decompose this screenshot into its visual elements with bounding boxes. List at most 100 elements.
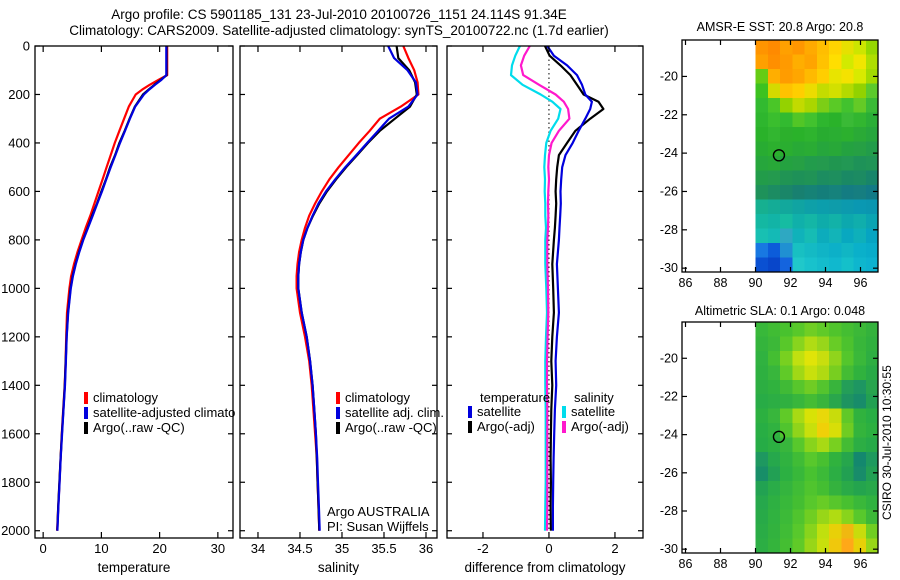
legend-swatch — [336, 391, 340, 404]
svg-text:400: 400 — [8, 135, 30, 150]
temperature-series — [56, 46, 168, 531]
legend-entry: Argo(..raw -QC) — [336, 420, 444, 435]
sla-map-title: Altimetric SLA: 0.1 Argo: 0.048 — [694, 304, 866, 318]
svg-text:88: 88 — [714, 557, 728, 571]
svg-text:0: 0 — [23, 39, 30, 54]
svg-text:-24: -24 — [660, 428, 678, 442]
legend-swatch — [336, 406, 340, 419]
sla-map: 86 88 90 92 94 96 -20 -22 -24 -26 -28 -30 — [660, 321, 879, 571]
svg-text:1200: 1200 — [1, 329, 30, 344]
svg-text:-28: -28 — [660, 223, 678, 237]
salinity-legend: climatology satellite adj. clim. Argo(..ra… — [336, 390, 444, 435]
legend-entry: Argo(-adj) — [562, 419, 629, 434]
difference-plot: -2 0 2 — [446, 45, 644, 556]
legend-entry: satellite adj. clim. — [336, 405, 444, 420]
temperature-series — [56, 46, 169, 531]
salinity-plot: 34 34.5 35 35.5 36 — [239, 45, 438, 556]
svg-text:-20: -20 — [660, 351, 678, 365]
svg-text:30: 30 — [211, 541, 225, 556]
svg-text:-2: -2 — [477, 541, 489, 556]
svg-text:-20: -20 — [660, 69, 678, 83]
svg-text:200: 200 — [8, 87, 30, 102]
svg-text:35.5: 35.5 — [371, 541, 396, 556]
temperature-plot: 0 10 20 30 0 200 400 600 800 1000 1200 1400 1600 1800… — [1, 39, 234, 556]
svg-text:94: 94 — [819, 276, 833, 290]
legend-swatch — [562, 405, 566, 418]
legend-swatch — [336, 421, 340, 434]
svg-text:2000: 2000 — [1, 523, 30, 538]
legend-entry: satellite-adjusted climatology — [84, 405, 235, 420]
sst-pixels — [755, 40, 879, 273]
svg-text:-30: -30 — [660, 261, 678, 275]
legend-entry: satellite — [562, 404, 629, 419]
legend-label: satellite adj. clim. — [345, 405, 444, 420]
svg-text:1000: 1000 — [1, 281, 30, 296]
legend-entry: climatology — [336, 390, 444, 405]
sst-map: 86 88 90 92 94 96 -20 -22 -24 -26 -28 -30 — [660, 39, 879, 290]
figure-title-line1: Argo profile: CS 5901185_131 23-Jul-2010… — [111, 7, 567, 22]
svg-text:35: 35 — [335, 541, 349, 556]
legend-entry: Argo(-adj) — [468, 419, 550, 434]
annotation-pi: PI: Susan Wijffels — [327, 518, 429, 534]
figure-title-line2: Climatology: CARS2009. Satellite-adjuste… — [69, 23, 609, 38]
legend-label: Argo(-adj) — [571, 419, 629, 434]
legend-swatch — [84, 406, 88, 419]
credit-text: CSIRO 30-Jul-2010 10:30:55 — [880, 365, 894, 520]
annotation-program: Argo AUSTRALIA — [327, 504, 430, 519]
salinity-series — [297, 45, 418, 531]
annotation-block: Argo AUSTRALIA PI: Susan Wijffels — [327, 504, 430, 534]
difference-legend-salinity: salinity satellite Argo(-adj) — [562, 390, 629, 434]
svg-text:1800: 1800 — [1, 475, 30, 490]
svg-text:-26: -26 — [660, 466, 678, 480]
svg-text:0: 0 — [40, 541, 47, 556]
svg-text:-30: -30 — [660, 542, 678, 556]
legend-label: Argo(..raw -QC) — [345, 420, 437, 435]
sla-pixels — [755, 322, 879, 554]
svg-text:90: 90 — [749, 276, 763, 290]
legend-label: Argo(..raw -QC) — [93, 420, 185, 435]
legend-label: climatology — [345, 390, 411, 405]
svg-text:20: 20 — [152, 541, 166, 556]
legend-swatch — [84, 391, 88, 404]
svg-text:-28: -28 — [660, 504, 678, 518]
svg-text:-22: -22 — [660, 108, 678, 122]
legend-label: satellite — [477, 404, 522, 419]
svg-text:2: 2 — [611, 541, 618, 556]
legend-label: satellite-adjusted climatology — [93, 405, 235, 420]
difference-axis-label: difference from climatology — [464, 560, 626, 575]
svg-text:88: 88 — [714, 276, 728, 290]
legend-swatch — [562, 420, 566, 433]
svg-text:800: 800 — [8, 232, 30, 247]
legend-label: climatology — [93, 390, 159, 405]
svg-text:0: 0 — [545, 541, 552, 556]
svg-text:1400: 1400 — [1, 378, 30, 393]
difference-series — [544, 45, 605, 531]
difference-legend-temperature: temperature satellite Argo(-adj) — [468, 390, 550, 434]
svg-text:-22: -22 — [660, 389, 678, 403]
salinity-series — [297, 45, 419, 531]
legend-group-header: salinity — [574, 390, 614, 405]
temperature-axis-label: temperature — [97, 560, 171, 575]
svg-text:90: 90 — [749, 557, 763, 571]
svg-text:-24: -24 — [660, 146, 678, 160]
svg-text:600: 600 — [8, 184, 30, 199]
svg-text:1600: 1600 — [1, 426, 30, 441]
legend-swatch — [468, 405, 472, 418]
svg-text:86: 86 — [679, 276, 693, 290]
temperature-series — [56, 46, 168, 531]
legend-label: Argo(-adj) — [477, 419, 535, 434]
legend-group-header: temperature — [480, 390, 551, 405]
svg-text:96: 96 — [854, 557, 868, 571]
sst-float-marker — [772, 149, 786, 162]
svg-text:92: 92 — [784, 276, 798, 290]
svg-text:-26: -26 — [660, 184, 678, 198]
difference-series — [519, 45, 571, 531]
legend-entry: climatology — [84, 390, 235, 405]
legend-swatch — [84, 421, 88, 434]
svg-text:36: 36 — [419, 541, 433, 556]
svg-text:10: 10 — [94, 541, 108, 556]
sst-map-title: AMSR-E SST: 20.8 Argo: 20.8 — [696, 20, 864, 34]
legend-entry: satellite — [468, 404, 550, 419]
